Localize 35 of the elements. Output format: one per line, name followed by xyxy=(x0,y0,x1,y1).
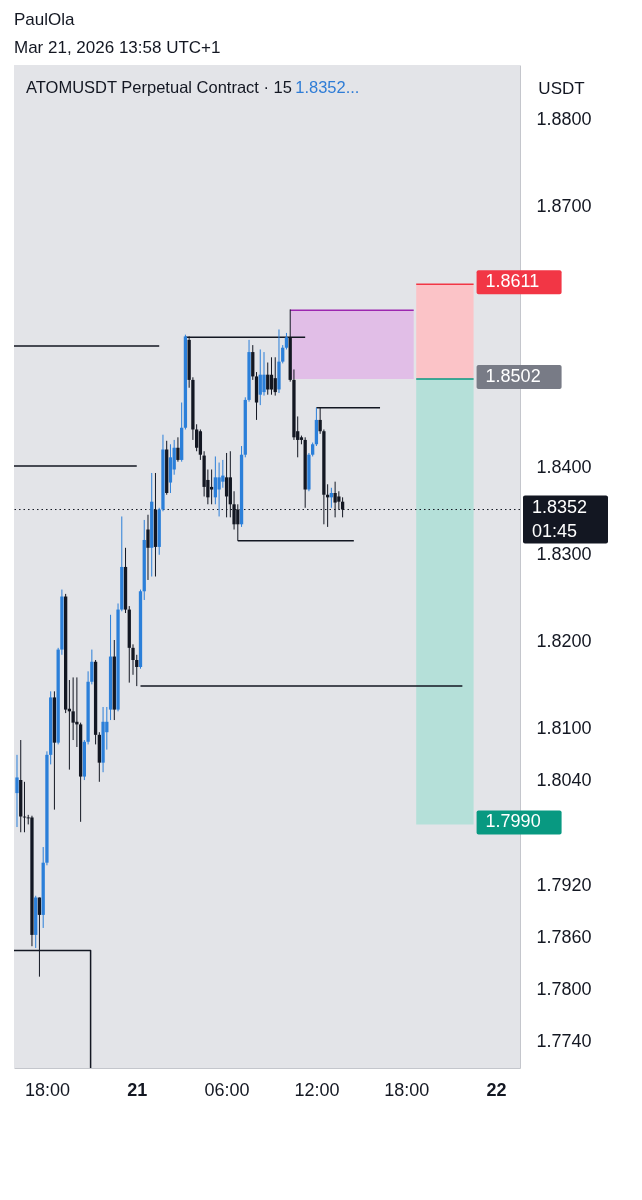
candlestick xyxy=(258,348,262,406)
y-tick-label: 1.8040 xyxy=(536,770,592,791)
annotation: 1.7990 xyxy=(485,811,541,832)
y-tick-label: 1.8800 xyxy=(536,109,592,130)
candlestick xyxy=(209,469,214,505)
ref-line-label: 1.8352 01:45 xyxy=(532,496,588,541)
candlestick xyxy=(146,514,150,581)
text: Mar 21, 2026 13:58 UTC+1 xyxy=(14,38,221,57)
x-tick-label: 21 xyxy=(127,1079,148,1100)
y-tick-label: 1.8200 xyxy=(536,631,592,652)
y-tick-label: 1.7800 xyxy=(536,979,592,1000)
candlestick xyxy=(176,436,180,463)
annotation: 1.8611 xyxy=(485,271,540,292)
y-tick-label: 1.8700 xyxy=(536,196,592,217)
text: PaulOla xyxy=(14,10,76,29)
y-tick-label: 1.7920 xyxy=(536,874,592,895)
text: ATOMUSDT Perpetual Contract · 15 xyxy=(26,78,292,96)
text: 1.8352... xyxy=(295,78,360,96)
candlestick xyxy=(333,481,337,518)
candlestick xyxy=(273,356,277,397)
y-axis-title: USDT xyxy=(538,78,585,98)
x-tick-label: 22 xyxy=(486,1079,507,1100)
annotation: 1.8502 xyxy=(485,366,541,387)
candlestick xyxy=(217,462,221,517)
candlestick xyxy=(15,754,19,828)
candlestick xyxy=(262,351,266,397)
x-tick-label: 18:00 xyxy=(24,1079,70,1100)
x-tick-label: 06:00 xyxy=(204,1079,250,1100)
y-tick-label: 1.8400 xyxy=(536,457,592,478)
y-tick-label: 1.7740 xyxy=(536,1031,592,1052)
y-tick-label: 1.8100 xyxy=(536,718,592,739)
x-tick-label: 12:00 xyxy=(294,1079,340,1100)
x-tick-label: 18:00 xyxy=(384,1079,430,1100)
y-tick-label: 1.8300 xyxy=(536,544,592,565)
y-tick-label: 1.7860 xyxy=(536,927,592,948)
